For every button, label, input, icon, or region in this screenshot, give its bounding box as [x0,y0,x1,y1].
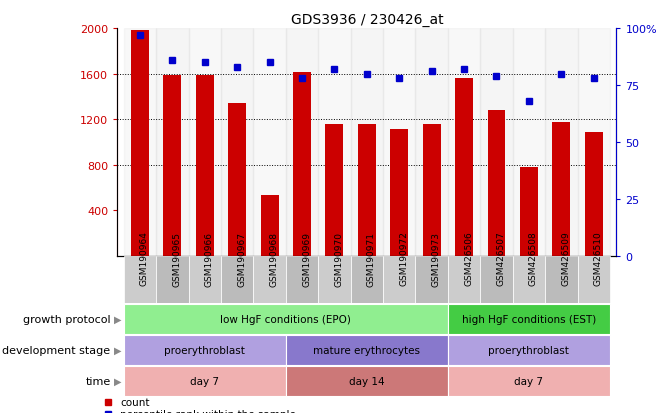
Bar [221,29,253,256]
Bar [286,256,318,304]
Bar [488,111,505,256]
Bar [383,29,415,256]
Text: GSM426507: GSM426507 [496,231,505,286]
Bar [513,256,545,304]
Bar [286,366,448,396]
Bar [188,29,221,256]
Text: GSM190968: GSM190968 [269,231,279,286]
Text: ▶: ▶ [114,314,121,324]
Bar [578,29,610,256]
Text: high HgF conditions (EST): high HgF conditions (EST) [462,314,596,324]
Bar [358,124,376,256]
Bar [228,104,246,256]
Text: GSM190969: GSM190969 [302,231,311,286]
Bar [318,29,350,256]
Text: GSM190970: GSM190970 [334,231,344,286]
Bar [350,29,383,256]
Bar [293,73,311,256]
Text: count: count [120,397,149,407]
Text: proerythroblast: proerythroblast [488,345,570,355]
Text: GSM426509: GSM426509 [561,231,570,286]
Bar [423,124,441,256]
Bar [448,335,610,365]
Bar [188,256,221,304]
Bar [448,29,480,256]
Text: GSM190964: GSM190964 [140,231,149,286]
Text: low HgF conditions (EPO): low HgF conditions (EPO) [220,314,351,324]
Bar [196,76,214,256]
Bar [163,76,182,256]
Bar [391,130,408,256]
Bar [350,256,383,304]
Bar [124,256,156,304]
Bar [253,256,286,304]
Bar [585,132,602,256]
Bar [545,256,578,304]
Bar [261,196,279,256]
Text: growth protocol: growth protocol [23,314,111,324]
Bar [124,29,156,256]
Text: day 14: day 14 [349,376,385,386]
Bar [286,29,318,256]
Text: ▶: ▶ [114,376,121,386]
Text: time: time [85,376,111,386]
Bar [448,366,610,396]
Bar [253,29,286,256]
Bar [124,335,286,365]
Text: day 7: day 7 [515,376,543,386]
Text: GSM190967: GSM190967 [237,231,246,286]
Bar [545,29,578,256]
Bar [156,29,188,256]
Text: day 7: day 7 [190,376,219,386]
Bar [221,256,253,304]
Bar [326,124,343,256]
Text: development stage: development stage [3,345,111,355]
Bar [318,256,350,304]
Text: GSM426508: GSM426508 [529,231,538,286]
Bar [124,304,448,334]
Bar [156,256,188,304]
Bar [131,31,149,256]
Text: GSM190971: GSM190971 [367,231,376,286]
Bar [520,168,538,256]
Bar [455,79,473,256]
Bar [480,29,513,256]
Bar [415,256,448,304]
Text: GSM190973: GSM190973 [431,231,441,286]
Bar [448,256,480,304]
Text: GSM426506: GSM426506 [464,231,473,286]
Bar [513,29,545,256]
Text: GSM190972: GSM190972 [399,231,408,286]
Text: GSM190966: GSM190966 [205,231,214,286]
Text: mature erythrocytes: mature erythrocytes [314,345,420,355]
Bar [415,29,448,256]
Bar [383,256,415,304]
Bar [124,366,286,396]
Text: proerythroblast: proerythroblast [164,345,245,355]
Text: GSM426510: GSM426510 [594,231,603,286]
Bar [480,256,513,304]
Text: percentile rank within the sample: percentile rank within the sample [120,409,296,413]
Bar [552,123,570,256]
Text: GSM190965: GSM190965 [172,231,182,286]
Title: GDS3936 / 230426_at: GDS3936 / 230426_at [291,12,443,26]
Text: ▶: ▶ [114,345,121,355]
Bar [286,335,448,365]
Bar [578,256,610,304]
Bar [448,304,610,334]
